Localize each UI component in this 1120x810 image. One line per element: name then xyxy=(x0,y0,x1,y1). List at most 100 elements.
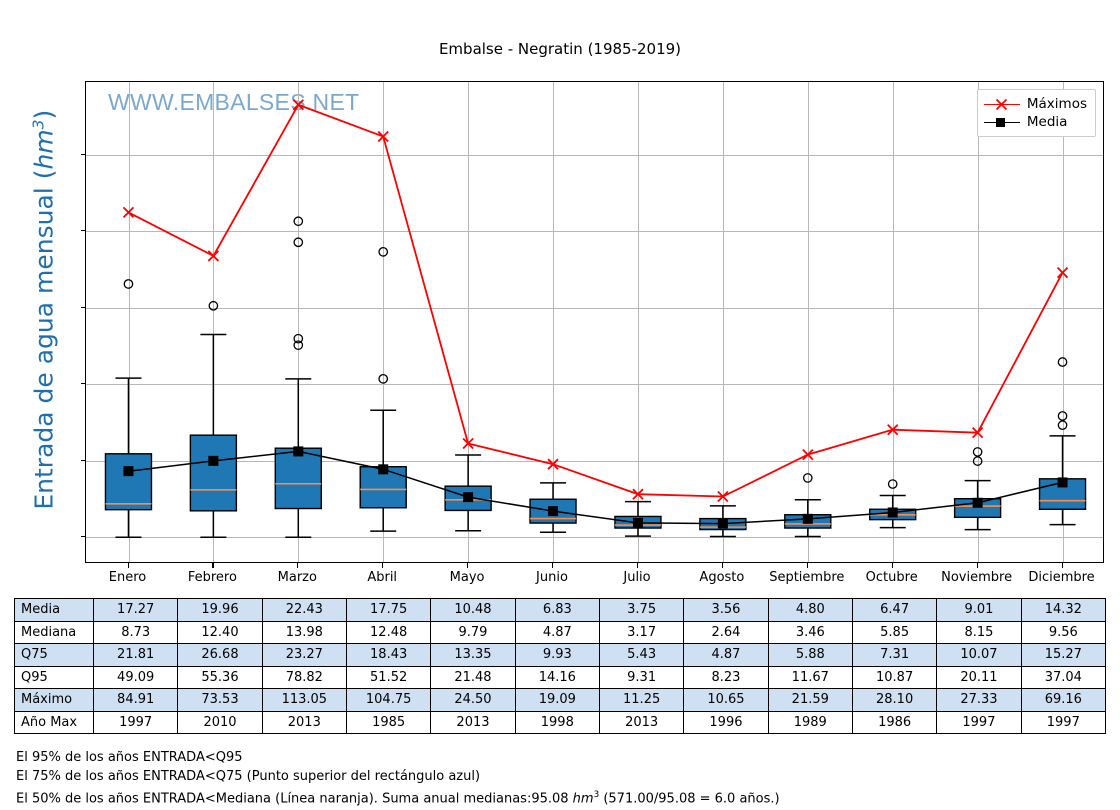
boxplot-outlier xyxy=(208,300,219,311)
table-cell: 9.93 xyxy=(514,643,600,667)
gridline-vertical xyxy=(807,82,809,562)
table-row-label: Media xyxy=(14,598,94,622)
table-cell: 18.43 xyxy=(345,643,432,667)
table-cell: 22.43 xyxy=(261,598,347,622)
gridline-horizontal xyxy=(86,307,1103,309)
y-axis-label: Entrada de agua mensual (hm3) xyxy=(29,70,58,550)
x-axis-tick-mark xyxy=(976,563,978,568)
table-cell: 5.43 xyxy=(598,643,685,667)
series-marker-x-icon xyxy=(122,206,135,219)
boxplot-outlier xyxy=(293,333,304,344)
table-cell: 51.52 xyxy=(345,665,432,689)
gridline-vertical xyxy=(298,82,300,562)
table-cell: 9.01 xyxy=(936,598,1022,622)
table-cell: 3.17 xyxy=(598,620,685,644)
series-marker-square-icon xyxy=(972,497,983,508)
legend-marker-square-icon xyxy=(983,113,1020,131)
table-cell: 3.46 xyxy=(767,620,853,644)
table-cell: 8.23 xyxy=(683,665,769,689)
gridline-horizontal xyxy=(86,231,1103,233)
boxplot-canvas xyxy=(104,99,1087,538)
table-cell: 15.27 xyxy=(1020,643,1107,667)
y-axis-label-exponent: 3 xyxy=(29,119,48,130)
series-marker-square-icon xyxy=(378,464,389,475)
chart-legend: Máximos Media xyxy=(976,89,1096,137)
table-cell: 21.81 xyxy=(92,643,179,667)
y-axis-label-suffix: ) xyxy=(29,109,59,120)
gridline-vertical xyxy=(213,82,215,562)
x-axis-tick-mark xyxy=(806,563,808,568)
table-row-label: Año Max xyxy=(14,710,94,734)
series-marker-x-icon xyxy=(632,488,644,500)
table-cell: 9.31 xyxy=(598,665,685,689)
table-cell: 21.48 xyxy=(430,665,516,689)
table-cell: 113.05 xyxy=(261,688,347,712)
table-cell: 10.87 xyxy=(851,665,938,689)
table-cell: 19.09 xyxy=(514,688,600,712)
gridline-horizontal xyxy=(86,460,1103,462)
footnotes: El 95% de los años ENTRADA<Q95 El 75% de… xyxy=(16,749,780,809)
series-marker-x-icon xyxy=(377,130,389,143)
table-row: Máximo 84.91 73.53 113.05 104.75 24.50 19.09 11… xyxy=(14,688,1107,712)
boxplot-outlier xyxy=(378,246,389,257)
table-cell: 13.98 xyxy=(261,620,347,644)
x-axis-tick-label: Junio xyxy=(536,570,568,585)
boxplot-outlier xyxy=(378,374,389,384)
x-axis-tick-mark xyxy=(891,563,893,568)
y-axis-tick-mark xyxy=(81,230,86,232)
table-cell: 1985 xyxy=(345,710,432,734)
chart-title: Embalse - Negratin (1985-2019) xyxy=(438,40,682,58)
series-line-maximos xyxy=(128,103,1064,498)
table-cell: 13.35 xyxy=(430,643,516,667)
x-axis-tick-mark xyxy=(382,563,384,568)
legend-label-maximos: Máximos xyxy=(1026,96,1087,112)
boxplot-outlier xyxy=(887,479,898,489)
table-cell: 1998 xyxy=(514,710,600,734)
x-axis-tick-label: Noviembre xyxy=(941,570,1013,585)
table-cell: 8.73 xyxy=(92,620,179,644)
statistics-table: Media 17.27 19.96 22.43 17.75 10.48 6.83 3.75 3.… xyxy=(14,598,1107,734)
table-row: Q95 49.09 55.36 78.82 51.52 21.48 14.16 9.31 8.2… xyxy=(14,665,1107,689)
footnote-exponent: 3 xyxy=(593,790,600,800)
footnote-mediana: El 50% de los años ENTRADA<Mediana (Líne… xyxy=(16,786,780,809)
table-cell: 12.48 xyxy=(345,620,432,644)
table-cell: 84.91 xyxy=(92,688,179,712)
gridline-vertical xyxy=(468,82,470,562)
table-cell: 26.68 xyxy=(177,643,263,667)
table-cell: 9.79 xyxy=(430,620,516,644)
series-marker-square-icon xyxy=(208,455,219,466)
series-marker-square-icon xyxy=(463,492,474,503)
series-marker-x-icon xyxy=(1056,267,1069,279)
x-axis-tick-label: Agosto xyxy=(699,570,745,585)
gridline-vertical xyxy=(1062,82,1064,562)
y-axis-tick-mark xyxy=(81,306,86,308)
boxplot-outlier xyxy=(972,447,983,457)
table-cell: 3.75 xyxy=(598,598,685,622)
x-axis-tick-label: Julio xyxy=(623,570,651,585)
series-marker-square-icon xyxy=(632,517,643,528)
table-cell: 2010 xyxy=(177,710,263,734)
table-cell: 12.40 xyxy=(177,620,263,644)
table-cell: 11.67 xyxy=(767,665,853,689)
table-cell: 6.47 xyxy=(851,598,938,622)
legend-item-maximos: Máximos xyxy=(983,95,1087,113)
x-axis-tick-label: Febrero xyxy=(187,570,237,585)
x-axis-tick-mark xyxy=(212,563,214,568)
table-cell: 10.48 xyxy=(430,598,516,622)
boxplot-outlier xyxy=(1057,357,1068,367)
table-row-label: Máximo xyxy=(14,688,94,712)
boxplot-outlier xyxy=(293,340,304,351)
series-marker-square-icon xyxy=(887,507,898,518)
boxplot-box xyxy=(189,333,238,538)
series-marker-x-icon xyxy=(462,437,474,450)
series-marker-x-icon xyxy=(802,448,814,461)
boxplot-outlier xyxy=(1057,420,1068,430)
y-axis-tick-mark xyxy=(81,459,86,461)
x-axis-tick-mark xyxy=(467,563,469,568)
boxplot-box xyxy=(104,377,153,538)
table-cell: 23.27 xyxy=(261,643,347,667)
footnote-mediana-text-b: (571.00/95.08 = 6.0 años.) xyxy=(599,791,780,807)
table-cell: 1989 xyxy=(767,710,853,734)
series-marker-x-icon xyxy=(547,458,559,470)
table-row: Mediana 8.73 12.40 13.98 12.48 9.79 4.87 3.17 2.… xyxy=(14,620,1107,644)
